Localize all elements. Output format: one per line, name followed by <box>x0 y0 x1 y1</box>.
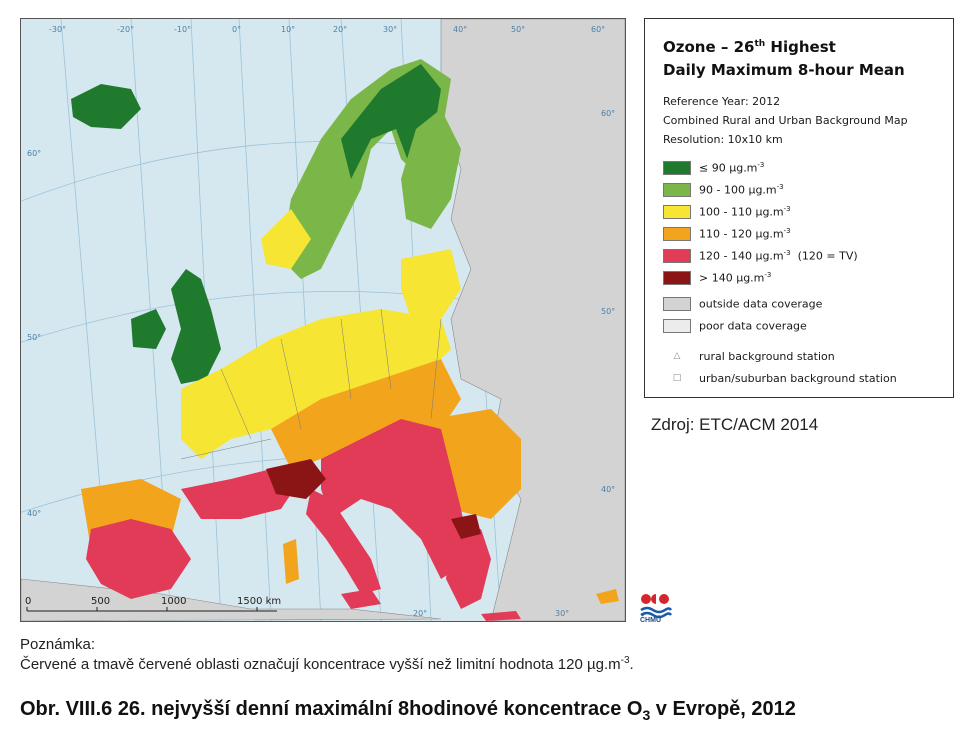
legend-class-label: ≤ 90 µg.m-3 <box>699 161 765 175</box>
legend-class-label: 90 - 100 µg.m-3 <box>699 183 784 197</box>
square-marker-icon: □ <box>672 373 682 383</box>
legend-class-label: poor data coverage <box>699 319 807 333</box>
lat-label: 60° <box>27 149 42 158</box>
ozone-map: -30° -20° -10° 0° 10° 20° 30° 40° 50° 60… <box>20 18 626 622</box>
legend-title: Ozone – 26th Highest Daily Maximum 8-hou… <box>663 38 905 79</box>
lat-label: 50° <box>601 307 616 316</box>
legend-class-label: 110 - 120 µg.m-3 <box>699 227 791 241</box>
lat-label: 40° <box>27 509 42 518</box>
legend-class-label: 100 - 110 µg.m-3 <box>699 205 791 219</box>
lon-label: -10° <box>174 25 192 34</box>
lon-label: -30° <box>49 25 67 34</box>
legend-class-row: outside data coverage <box>663 293 935 315</box>
scale-label: 500 <box>91 596 111 607</box>
legend-swatch <box>663 249 691 263</box>
scale-label: 1000 <box>161 596 187 607</box>
lon-label: 30° <box>383 25 398 34</box>
legend-class-row: ≤ 90 µg.m-3 <box>663 157 935 179</box>
legend-swatch <box>663 205 691 219</box>
source-text: Zdroj: ETC/ACM 2014 <box>651 415 819 434</box>
map-legend: Ozone – 26th Highest Daily Maximum 8-hou… <box>644 18 954 398</box>
legend-station-row: □ urban/suburban background station <box>663 367 935 389</box>
legend-swatch <box>663 161 691 175</box>
resolution: Resolution: 10x10 km <box>663 133 783 146</box>
legend-swatch <box>663 183 691 197</box>
legend-class-label: outside data coverage <box>699 297 823 311</box>
legend-swatch <box>663 319 691 333</box>
legend-station-label: rural background station <box>699 349 835 363</box>
legend-swatch <box>663 297 691 311</box>
lon-label: 50° <box>511 25 526 34</box>
figure-caption: Obr. VIII.6 26. nejvyšší denní maximální… <box>20 698 796 723</box>
legend-stations: △ rural background station □ urban/suburban… <box>663 345 935 389</box>
scale-label: 0 <box>25 596 32 607</box>
lon-label: 40° <box>453 25 468 34</box>
lon-label: 0° <box>232 25 242 34</box>
lon-label: 30° <box>555 609 570 618</box>
chmu-logo-text: ČHMÚ <box>640 617 661 624</box>
lon-label: 20° <box>333 25 348 34</box>
lat-label: 50° <box>27 333 42 342</box>
note-heading: Poznámka: <box>20 636 96 653</box>
lon-label: 20° <box>413 609 428 618</box>
reference-year: Reference Year: 2012 <box>663 95 781 108</box>
legend-class-row: poor data coverage <box>663 315 935 337</box>
legend-class-row: 90 - 100 µg.m-3 <box>663 179 935 201</box>
legend-class-row: 110 - 120 µg.m-3 <box>663 223 935 245</box>
europe-map-graphic <box>21 19 625 621</box>
lon-label: -20° <box>117 25 135 34</box>
legend-class-label: > 140 µg.m-3 <box>699 271 772 285</box>
note-text: Červené a tmavě červené oblasti označují… <box>20 655 634 673</box>
legend-swatch <box>663 227 691 241</box>
scale-label: 1500 km <box>237 596 282 607</box>
lon-label: 60° <box>591 25 606 34</box>
legend-class-label: 120 - 140 µg.m-3 (120 = TV) <box>699 249 858 263</box>
lon-label: 10° <box>281 25 296 34</box>
legend-classes: ≤ 90 µg.m-3 90 - 100 µg.m-3 100 - 110 µg.m… <box>663 157 935 337</box>
legend-class-row: 120 - 140 µg.m-3 (120 = TV) <box>663 245 935 267</box>
legend-class-row: 100 - 110 µg.m-3 <box>663 201 935 223</box>
lat-label: 60° <box>601 109 616 118</box>
chmu-logo <box>640 594 673 619</box>
legend-station-label: urban/suburban background station <box>699 371 897 385</box>
legend-meta: Reference Year: 2012 Combined Rural and … <box>663 92 935 149</box>
legend-swatch <box>663 271 691 285</box>
map-type: Combined Rural and Urban Background Map <box>663 114 908 127</box>
legend-station-row: △ rural background station <box>663 345 935 367</box>
lat-label: 40° <box>601 485 616 494</box>
triangle-marker-icon: △ <box>673 351 681 361</box>
legend-class-row: > 140 µg.m-3 <box>663 267 935 289</box>
